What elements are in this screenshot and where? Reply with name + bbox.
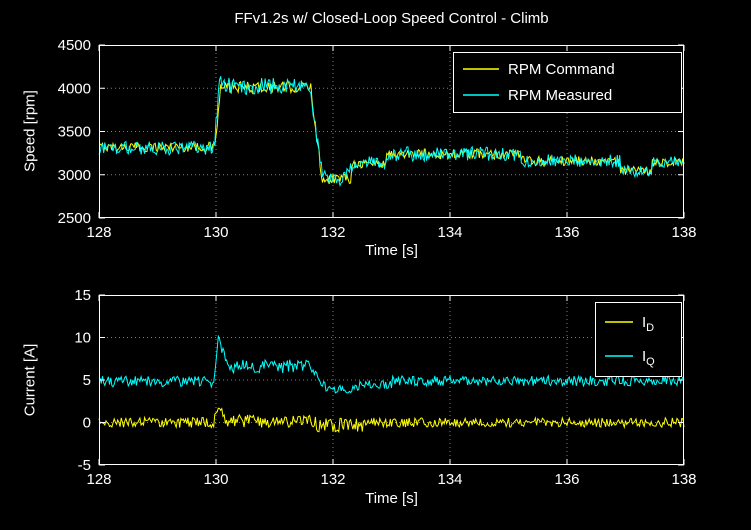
tick-labels: 128 130 132 134 136 138 2500 3000 3500 4000 4500 [58,37,697,241]
tick-labels: 128 130 132 134 136 138 -5 0 5 10 15 [74,287,696,488]
y-tick-label: 10 [74,330,91,347]
chart-0: 128 130 132 134 136 138 2500 3000 3500 4000 4500 RP… [58,37,697,241]
y-tick-label: 4000 [58,80,91,97]
y-tick-label: 3000 [58,167,91,184]
x-tick-label: 132 [320,471,345,488]
legend-box [595,302,682,377]
series-i-q [98,334,685,394]
y-tick-label: 0 [83,415,91,432]
time-axis-label-top: Time [s] [365,242,418,259]
time-axis-label-bottom: Time [s] [365,490,418,507]
x-tick-label: 130 [203,224,228,241]
legend-box [453,52,682,113]
x-tick-label: 136 [554,224,579,241]
x-tick-label: 138 [671,224,696,241]
speed-axis-label: Speed [rpm] [21,90,39,172]
grid [99,295,684,465]
y-tick-label: 4500 [58,37,91,54]
chart-title: FFv1.2s w/ Closed-Loop Speed Control - C… [234,10,549,27]
legend-label-rpm-command: RPM Command [508,61,615,78]
x-tick-label: 130 [203,471,228,488]
x-tick-label: 132 [320,224,345,241]
y-tick-label: 2500 [58,210,91,227]
x-tick-label: 128 [86,224,111,241]
x-tick-label: 134 [437,224,462,241]
x-tick-label: 134 [437,471,462,488]
x-tick-label: 138 [671,471,696,488]
y-tick-label: 15 [74,287,91,304]
tick-marks [98,44,685,219]
legend: RPM Command RPM Measured [453,52,682,113]
legend-label-rpm-measured: RPM Measured [508,87,612,104]
tick-marks [98,294,685,466]
x-tick-label: 128 [86,471,111,488]
series-rpm-measured [98,76,685,187]
y-tick-label: 3500 [58,124,91,141]
y-tick-label: -5 [78,457,91,474]
y-tick-label: 5 [83,372,91,389]
series-i-d [98,407,685,434]
current-axis-label: Current [A] [21,343,39,417]
x-tick-label: 136 [554,471,579,488]
